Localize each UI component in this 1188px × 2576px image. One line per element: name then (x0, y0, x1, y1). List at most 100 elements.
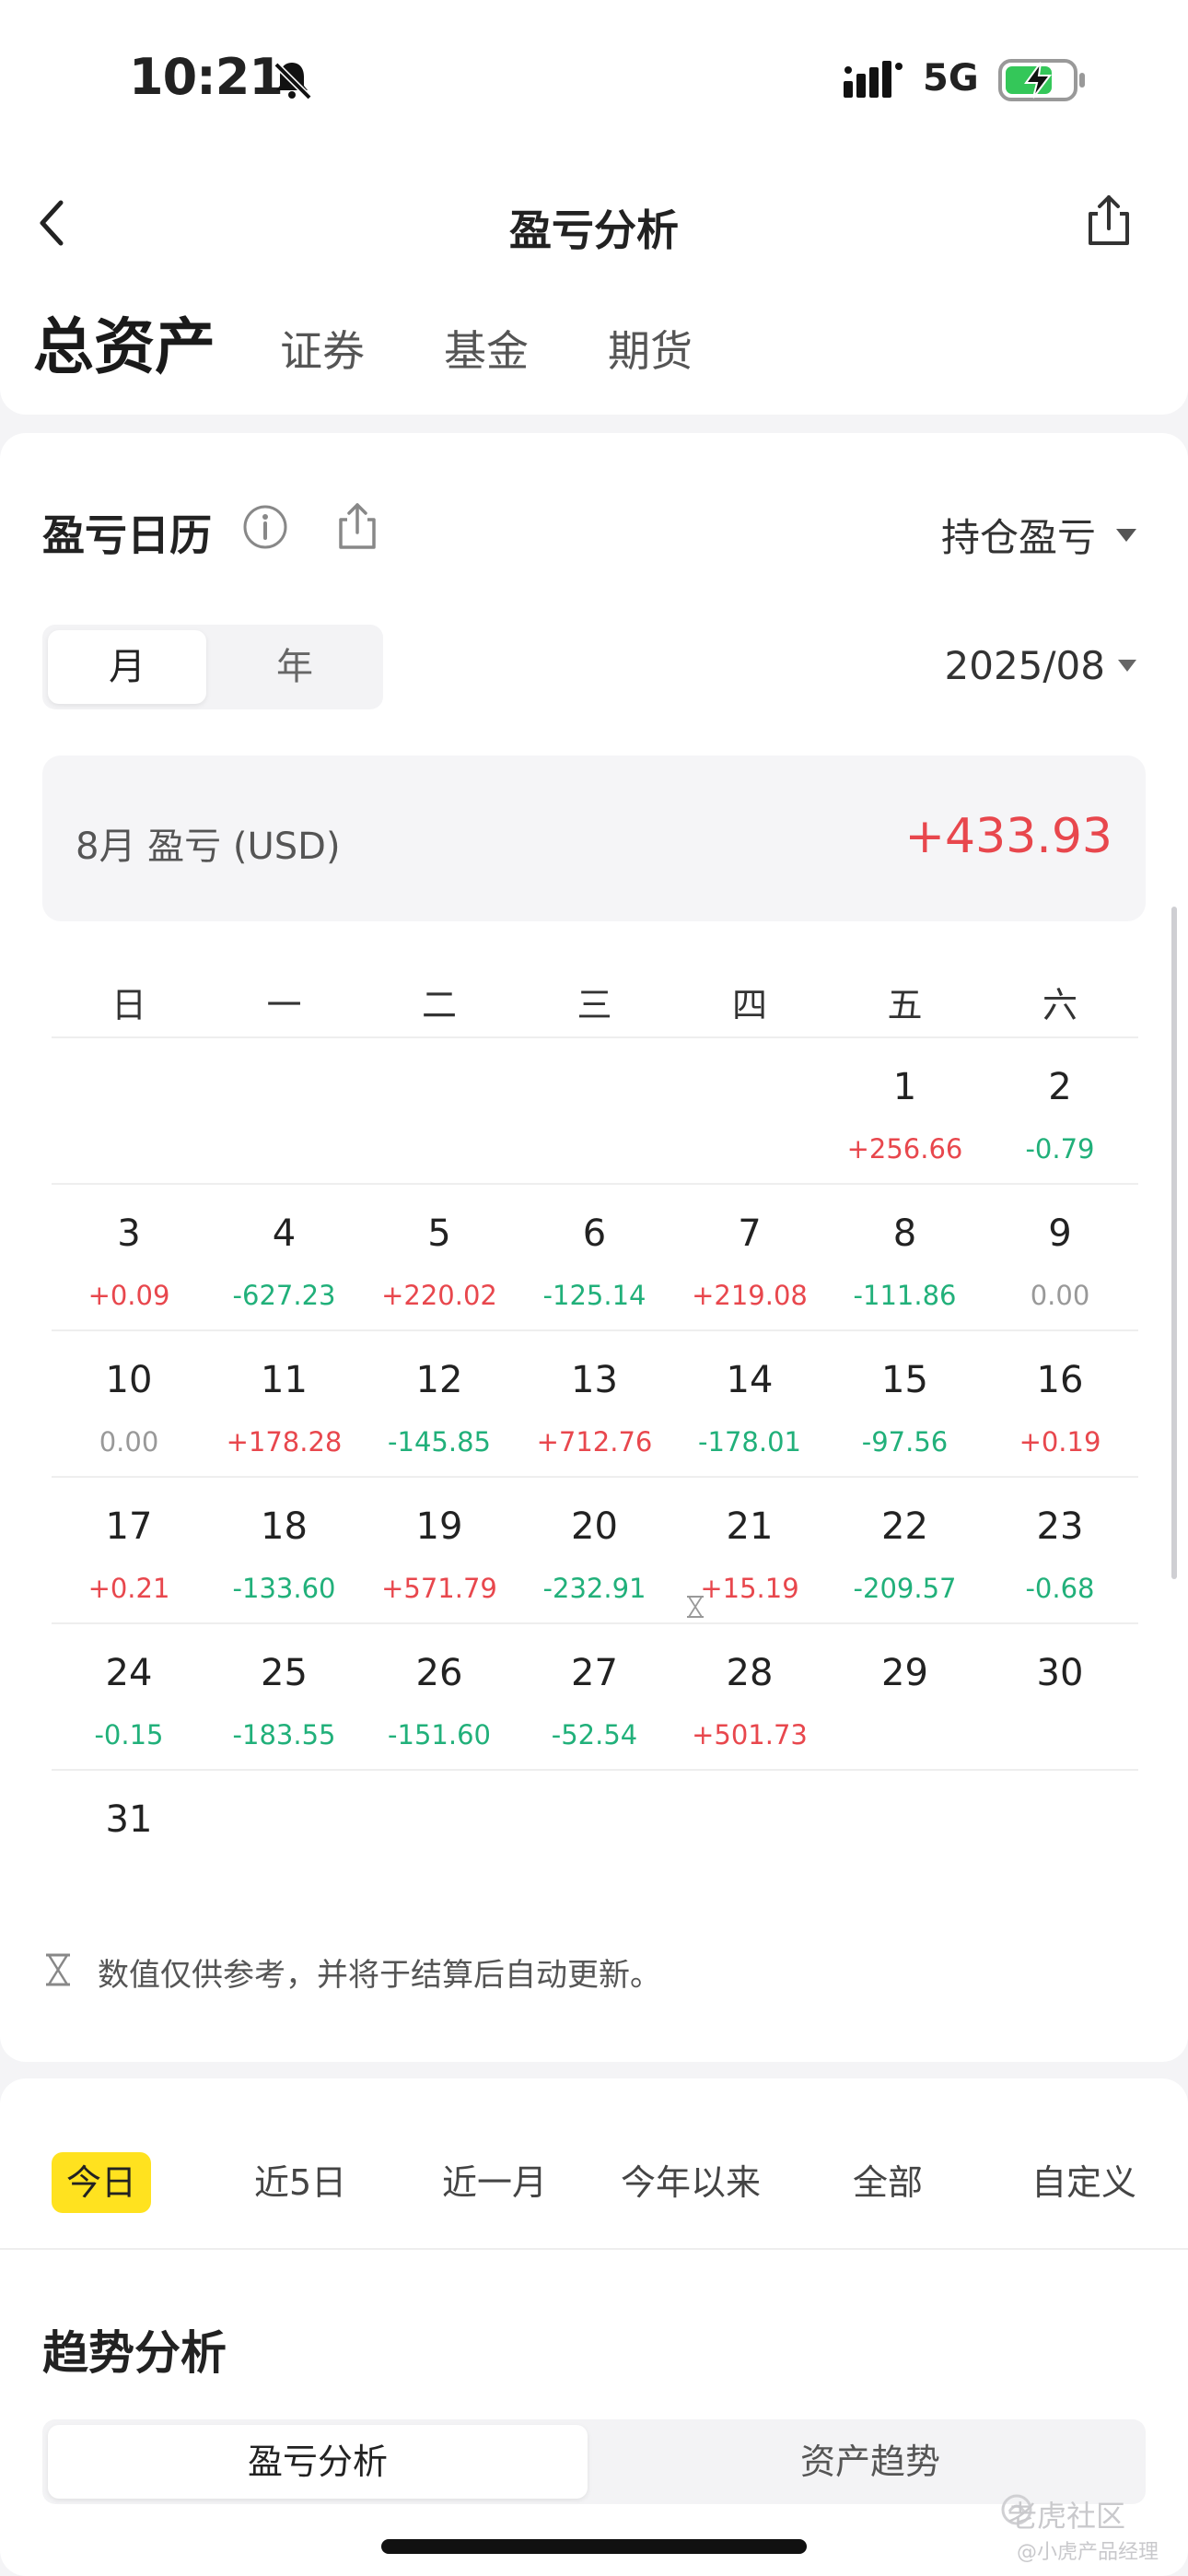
range-custom[interactable]: 自定义 (1031, 2162, 1137, 2203)
day-pl-value: +256.66 (846, 1133, 963, 1165)
day-number: 6 (582, 1212, 607, 1255)
page-title: 盈亏分析 (509, 205, 679, 255)
pending-hourglass-icon (687, 1596, 704, 1618)
view-year-button[interactable]: 年 (276, 646, 313, 688)
tab-securities[interactable]: 证券 (280, 326, 365, 376)
calendar-day-cell[interactable]: 29 (828, 1650, 983, 1696)
range-all[interactable]: 全部 (853, 2162, 924, 2203)
calendar-row-divider (52, 1183, 1138, 1185)
day-pl-value: +0.21 (87, 1573, 170, 1604)
day-pl-value: -111.86 (853, 1280, 957, 1311)
calendar-day-cell[interactable]: 2 -0.79 (983, 1064, 1137, 1167)
day-pl-value: +220.02 (381, 1280, 497, 1311)
status-time: 10:21 (129, 48, 284, 106)
battery-charging-icon (998, 59, 1085, 101)
calendar-day-cell[interactable]: 11 +178.28 (207, 1357, 362, 1460)
calendar-day-cell[interactable]: 15 -97.56 (828, 1357, 983, 1460)
calendar-day-cell[interactable]: 1 +256.66 (828, 1064, 983, 1167)
calendar-day-cell[interactable]: 10 0.00 (52, 1357, 206, 1460)
calendar-share-icon[interactable] (333, 501, 381, 553)
calendar-row-divider (52, 1329, 1138, 1331)
day-number: 28 (726, 1652, 774, 1694)
day-number: 16 (1036, 1359, 1084, 1401)
calendar-day-cell[interactable]: 22 -209.57 (828, 1504, 983, 1607)
pl-type-label: 持仓盈亏 (940, 515, 1096, 560)
calendar-day-cell[interactable]: 6 -125.14 (518, 1211, 672, 1314)
calendar-day-cell[interactable]: 13 +712.76 (518, 1357, 672, 1460)
day-pl-value: 0.00 (99, 1426, 159, 1458)
calendar-day-cell[interactable]: 18 -133.60 (207, 1504, 362, 1607)
calendar-day-cell[interactable]: 3 +0.09 (52, 1211, 206, 1314)
tiger-logo-icon (1001, 2494, 1032, 2525)
day-pl-value: +501.73 (692, 1719, 808, 1751)
tab-futures[interactable]: 期货 (608, 326, 693, 376)
calendar-day-cell[interactable]: 8 -111.86 (828, 1211, 983, 1314)
calendar-day-cell[interactable]: 20 -232.91 (518, 1504, 672, 1607)
weekday-header: 五 (887, 985, 923, 1025)
calendar-day-cell[interactable]: 31 (52, 1797, 206, 1843)
selected-month: 2025/08 (944, 643, 1105, 688)
watermark-community: 老虎社区 (1007, 2499, 1126, 2534)
trend-pl-button[interactable]: 盈亏分析 (48, 2425, 588, 2499)
back-icon[interactable] (33, 197, 70, 249)
calendar-day-cell[interactable]: 27 -52.54 (518, 1650, 672, 1753)
tab-funds[interactable]: 基金 (444, 326, 529, 376)
weekday-header: 一 (266, 985, 302, 1025)
day-pl-value: -52.54 (551, 1719, 638, 1751)
day-number: 17 (105, 1505, 153, 1548)
calendar-row-divider (52, 1769, 1138, 1771)
month-selector[interactable]: 2025/08 (945, 643, 1136, 688)
day-pl-value: -125.14 (542, 1280, 646, 1311)
info-icon[interactable] (241, 503, 289, 551)
day-number: 19 (415, 1505, 463, 1548)
day-pl-value: -0.79 (1025, 1133, 1095, 1165)
calendar-day-cell[interactable]: 19 +571.79 (362, 1504, 517, 1607)
view-month-button[interactable]: 月 (48, 630, 206, 704)
day-pl-value: +0.19 (1019, 1426, 1101, 1458)
day-number: 9 (1048, 1212, 1072, 1255)
day-pl-value: +0.09 (87, 1280, 170, 1311)
home-indicator (381, 2539, 807, 2554)
day-number: 2 (1048, 1066, 1072, 1108)
trend-assets-button[interactable]: 资产趋势 (799, 2441, 940, 2482)
calendar-day-cell[interactable]: 23 -0.68 (983, 1504, 1137, 1607)
day-number: 27 (571, 1652, 618, 1694)
scrollbar[interactable] (1171, 907, 1177, 1579)
view-toggle: 月 年 (42, 625, 383, 709)
tab-total-assets[interactable]: 总资产 (33, 311, 215, 382)
calendar-day-cell[interactable]: 17 +0.21 (52, 1504, 206, 1607)
day-pl-value: -209.57 (853, 1573, 957, 1604)
day-pl-value: +219.08 (692, 1280, 808, 1311)
calendar-day-cell[interactable]: 9 0.00 (983, 1211, 1137, 1314)
calendar-day-cell[interactable]: 21 +15.19 (672, 1504, 827, 1607)
share-icon[interactable] (1083, 193, 1135, 249)
weekday-header: 日 (111, 985, 146, 1025)
calendar-day-cell[interactable]: 16 +0.19 (983, 1357, 1137, 1460)
calendar-day-cell[interactable]: 5 +220.02 (362, 1211, 517, 1314)
day-pl-value: -183.55 (232, 1719, 336, 1751)
range-5days[interactable]: 近5日 (254, 2162, 347, 2203)
calendar-day-cell[interactable]: 25 -183.55 (207, 1650, 362, 1753)
day-pl-value: -151.60 (388, 1719, 491, 1751)
weekday-header: 三 (577, 985, 612, 1025)
day-pl-value: -0.68 (1025, 1573, 1095, 1604)
day-pl-value: +571.79 (381, 1573, 497, 1604)
calendar-day-cell[interactable]: 24 -0.15 (52, 1650, 206, 1753)
calendar-day-cell[interactable]: 28 +501.73 (672, 1650, 827, 1753)
calendar-day-cell[interactable]: 4 -627.23 (207, 1211, 362, 1314)
range-today[interactable]: 今日 (52, 2152, 152, 2213)
asset-tabs: 总资产 证券 基金 期货 (33, 304, 772, 387)
range-1month[interactable]: 近一月 (442, 2162, 548, 2203)
range-ytd[interactable]: 今年以来 (621, 2162, 762, 2203)
calendar-day-cell[interactable]: 30 (983, 1650, 1137, 1696)
network-type: 5G (923, 57, 979, 100)
pl-type-dropdown[interactable]: 持仓盈亏 (941, 507, 1136, 563)
month-summary-value: +433.93 (904, 809, 1112, 864)
weekday-header: 四 (731, 985, 767, 1025)
calendar-row-divider (52, 1036, 1138, 1038)
weekday-header: 二 (421, 985, 457, 1025)
calendar-day-cell[interactable]: 7 +219.08 (672, 1211, 827, 1314)
calendar-day-cell[interactable]: 12 -145.85 (362, 1357, 517, 1460)
calendar-day-cell[interactable]: 26 -151.60 (362, 1650, 517, 1753)
calendar-day-cell[interactable]: 14 -178.01 (672, 1357, 827, 1460)
